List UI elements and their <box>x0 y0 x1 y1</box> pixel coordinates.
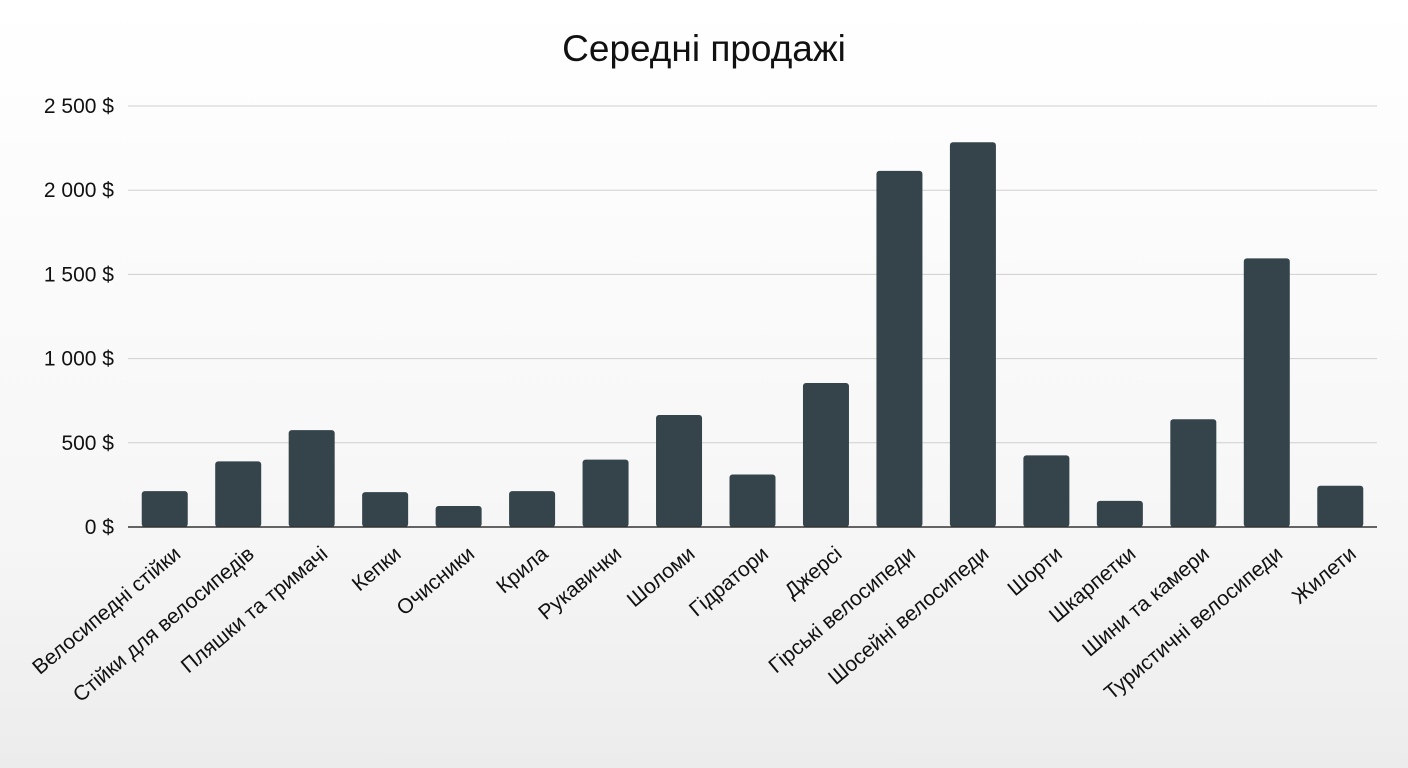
x-tick-label: Жилети <box>1288 542 1361 608</box>
y-tick-label: 2 500 $ <box>44 95 114 118</box>
x-tick-label: Шорти <box>1003 542 1066 600</box>
y-tick-label: 0 $ <box>85 516 115 539</box>
bar <box>288 430 335 527</box>
bar <box>215 461 262 527</box>
bar <box>1023 455 1070 527</box>
y-tick-label: 1 500 $ <box>44 263 114 286</box>
bar <box>1243 258 1290 527</box>
bar <box>1096 500 1143 527</box>
bar <box>1317 485 1364 527</box>
bars <box>141 142 1364 528</box>
bar <box>656 415 703 527</box>
x-tick-label: Гідратори <box>685 542 773 621</box>
bar <box>876 170 923 528</box>
gridlines <box>128 105 1377 444</box>
bar <box>362 492 409 527</box>
x-tick-label: Очисники <box>392 542 479 620</box>
y-tick-label: 1 000 $ <box>44 348 114 371</box>
chart-title: Середні продажі <box>562 28 846 69</box>
y-tick-label: 500 $ <box>61 432 114 455</box>
bar <box>1170 419 1217 527</box>
bar <box>949 142 996 527</box>
x-tick-label: Джерсі <box>780 542 846 603</box>
y-tick-label: 2 000 $ <box>44 179 114 202</box>
bar <box>582 459 629 527</box>
bar <box>509 491 556 527</box>
bar <box>141 491 188 527</box>
bar <box>802 383 849 527</box>
bar <box>729 474 776 527</box>
x-tick-label: Шини та камери <box>1078 542 1214 661</box>
y-axis-ticks: 0 $ 500 $ 1 000 $ 1 500 $ 2 000 $ 2 500 $ <box>44 95 114 539</box>
x-tick-label: Кепки <box>348 542 406 596</box>
x-tick-label: Крила <box>492 542 553 598</box>
bar <box>435 505 482 527</box>
